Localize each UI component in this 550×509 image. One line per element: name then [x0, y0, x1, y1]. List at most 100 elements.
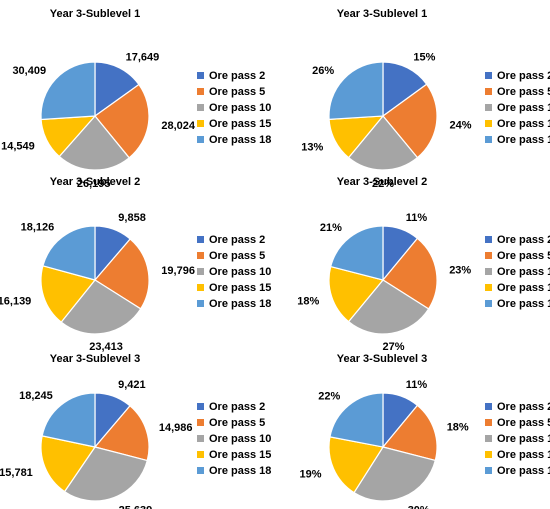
data-label: 14,986 [159, 422, 193, 434]
pie-slice-ore-pass-5 [382, 83, 438, 159]
legend-entry: Ore pass 2 [497, 70, 550, 82]
legend-entry: Ore pass 15 [497, 449, 550, 461]
data-label: 24% [450, 119, 472, 131]
data-label: 27% [382, 341, 404, 353]
legend: Ore pass 2 Ore pass 5 Ore pass 10 Ore pass … [197, 70, 271, 146]
legend-entry: Ore pass 5 [497, 417, 550, 429]
legend-entry: Ore pass 18 [497, 465, 550, 477]
legend-entry: Ore pass 2 [209, 70, 265, 82]
legend-swatch [197, 252, 204, 259]
data-label: 23,413 [89, 341, 123, 353]
legend-swatch [197, 419, 204, 426]
data-label: 15% [413, 51, 435, 63]
data-label: 17,649 [126, 51, 160, 63]
legend-swatch [485, 252, 492, 259]
pie-slice-ore-pass-10 [60, 279, 142, 335]
legend-entry: Ore pass 15 [209, 282, 271, 294]
legend-swatch [485, 136, 492, 143]
pie-slice-ore-pass-15 [328, 265, 385, 323]
data-label: 11% [406, 379, 428, 391]
legend-swatch [197, 104, 204, 111]
legend-swatch [197, 72, 204, 79]
pie-slice-ore-pass-18 [328, 61, 384, 121]
pie-panel-3: Year 3-Sublevel 2 9,858 19,796 23,413 16,139… [0, 176, 271, 353]
data-label: 16,139 [0, 296, 31, 308]
legend-entry: Ore pass 10 [209, 266, 271, 278]
pie-panel-6: Year 3-Sublevel 3 11% 18% 30% 19% 22% Ore pass… [299, 353, 550, 509]
legend-entry: Ore pass 2 [497, 401, 550, 413]
legend-entry: Ore pass 2 [497, 234, 550, 246]
data-label: 13% [301, 141, 323, 153]
legend-swatch [197, 136, 204, 143]
legend-entry: Ore pass 10 [209, 102, 271, 114]
legend-swatch [485, 72, 492, 79]
pie-slice-ore-pass-15 [328, 436, 384, 494]
legend-swatch [485, 467, 492, 474]
data-label: 26% [312, 65, 334, 77]
data-label: 14,549 [1, 141, 35, 153]
pie-panel-4: Year 3-Sublevel 2 11% 23% 27% 18% 21% Ore pass… [297, 176, 550, 353]
legend-swatch [197, 268, 204, 275]
pie-slice-ore-pass-18 [41, 392, 96, 448]
data-label: 30,409 [12, 65, 46, 77]
data-label: 18,245 [19, 390, 53, 402]
legend-swatch [485, 88, 492, 95]
legend-swatch [485, 435, 492, 442]
data-label: 15,781 [0, 467, 33, 479]
data-label: 22% [372, 178, 394, 190]
pie-slice-ore-pass-15 [40, 265, 97, 323]
legend-swatch [485, 120, 492, 127]
pie-slice-ore-pass-5 [94, 238, 150, 310]
chart-title: Year 3-Sublevel 1 [337, 8, 428, 20]
data-label: 22% [318, 390, 340, 402]
legend-swatch [485, 104, 492, 111]
legend: Ore pass 2 Ore pass 5 Ore pass 10 Ore pass … [485, 234, 550, 310]
legend-entry: Ore pass 15 [209, 118, 271, 130]
legend-entry: Ore pass 15 [497, 282, 550, 294]
legend-entry: Ore pass 18 [497, 298, 550, 310]
pie-slice-ore-pass-5 [94, 83, 150, 159]
legend: Ore pass 2 Ore pass 5 Ore pass 10 Ore pass … [485, 70, 550, 146]
data-label: 9,858 [118, 212, 146, 224]
legend-swatch [197, 451, 204, 458]
pie-slice-ore-pass-10 [63, 446, 149, 502]
legend-entry: Ore pass 2 [209, 234, 265, 246]
data-label: 21% [320, 222, 342, 234]
pie-slice-ore-pass-18 [329, 392, 384, 448]
data-label: 18,126 [21, 222, 55, 234]
legend-swatch [197, 300, 204, 307]
legend-swatch [197, 120, 204, 127]
legend-entry: Ore pass 5 [209, 417, 265, 429]
data-label: 11% [406, 212, 428, 224]
legend-entry: Ore pass 5 [209, 250, 265, 262]
legend-entry: Ore pass 18 [209, 465, 271, 477]
pie-slice-ore-pass-5 [381, 404, 438, 462]
legend: Ore pass 2 Ore pass 5 Ore pass 10 Ore pass … [197, 234, 271, 310]
data-label: 9,421 [118, 379, 146, 391]
legend-entry: Ore pass 18 [497, 134, 550, 146]
pie-slice-ore-pass-2 [94, 61, 140, 118]
legend-entry: Ore pass 15 [209, 449, 271, 461]
legend-entry: Ore pass 10 [497, 266, 550, 278]
legend-swatch [485, 451, 492, 458]
data-label: 26,195 [77, 178, 111, 190]
pie-slice-ore-pass-5 [382, 237, 438, 310]
legend-swatch [485, 300, 492, 307]
data-label: 18% [297, 296, 319, 308]
legend-entry: Ore pass 10 [209, 433, 271, 445]
legend-swatch [197, 467, 204, 474]
legend: Ore pass 2 Ore pass 5 Ore pass 10 Ore pass … [485, 401, 550, 477]
legend-swatch [197, 435, 204, 442]
legend-swatch [485, 284, 492, 291]
legend-swatch [485, 419, 492, 426]
legend-swatch [197, 403, 204, 410]
data-label: 30% [408, 504, 430, 509]
pie-slice-ore-pass-10 [353, 446, 437, 502]
pie-slice-ore-pass-10 [347, 115, 419, 171]
legend-entry: Ore pass 18 [209, 134, 271, 146]
pie-slice-ore-pass-2 [382, 61, 428, 118]
legend-entry: Ore pass 10 [497, 102, 550, 114]
legend-swatch [485, 268, 492, 275]
pie-slice-ore-pass-10 [347, 279, 430, 335]
